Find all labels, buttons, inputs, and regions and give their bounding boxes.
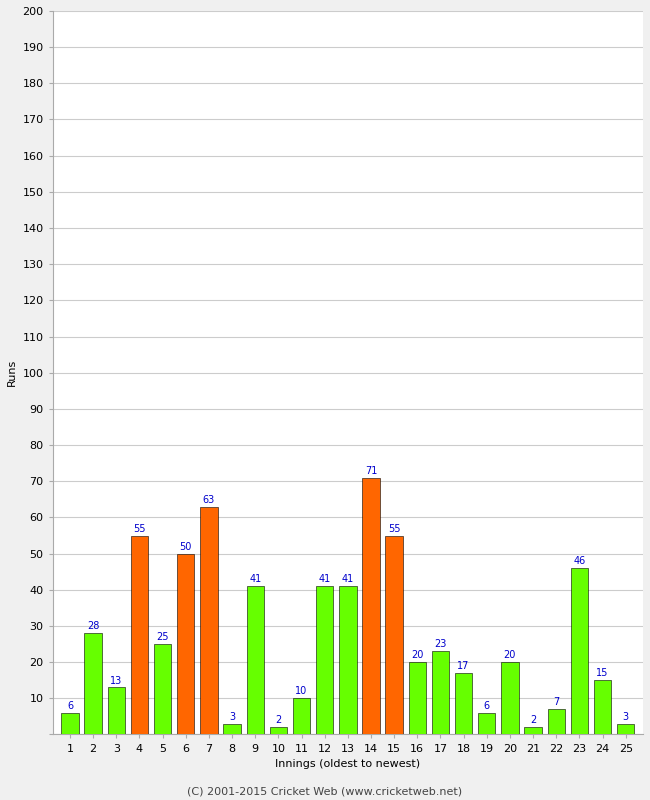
Bar [362,478,380,734]
Bar [455,673,473,734]
Bar [316,586,333,734]
Bar [617,724,634,734]
Bar [61,713,79,734]
Text: 13: 13 [111,676,122,686]
Bar [478,713,495,734]
Text: 20: 20 [504,650,516,660]
Text: 50: 50 [179,542,192,552]
Bar [501,662,519,734]
Bar [154,644,172,734]
Bar [270,727,287,734]
Text: 17: 17 [458,661,470,671]
Text: 46: 46 [573,556,586,566]
Text: 41: 41 [249,574,261,584]
Text: 63: 63 [203,494,215,505]
X-axis label: Innings (oldest to newest): Innings (oldest to newest) [276,759,421,769]
Bar [293,698,310,734]
Bar [339,586,357,734]
Text: 20: 20 [411,650,424,660]
Bar [108,687,125,734]
Text: 2: 2 [530,715,536,726]
Bar [131,535,148,734]
Bar [200,506,218,734]
Text: 3: 3 [229,712,235,722]
Text: 41: 41 [342,574,354,584]
Text: 23: 23 [434,639,447,650]
Bar [84,633,102,734]
Bar [409,662,426,734]
Text: 3: 3 [623,712,629,722]
Y-axis label: Runs: Runs [7,359,17,386]
Text: 10: 10 [295,686,307,697]
Text: 28: 28 [87,622,99,631]
Text: 15: 15 [596,668,609,678]
Text: 6: 6 [67,701,73,711]
Bar [432,651,449,734]
Text: 25: 25 [157,632,169,642]
Text: 2: 2 [275,715,281,726]
Text: 55: 55 [133,524,146,534]
Bar [547,709,565,734]
Text: 6: 6 [484,701,490,711]
Bar [594,680,611,734]
Text: 41: 41 [318,574,331,584]
Bar [525,727,541,734]
Bar [177,554,194,734]
Text: 7: 7 [553,698,560,707]
Text: (C) 2001-2015 Cricket Web (www.cricketweb.net): (C) 2001-2015 Cricket Web (www.cricketwe… [187,786,463,796]
Bar [246,586,264,734]
Text: 55: 55 [388,524,400,534]
Bar [224,724,240,734]
Bar [385,535,403,734]
Bar [571,568,588,734]
Text: 71: 71 [365,466,377,476]
